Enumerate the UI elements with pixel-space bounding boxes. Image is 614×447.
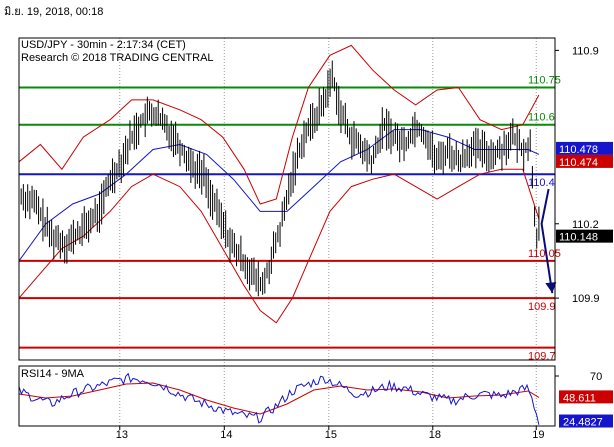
- x-tick-label: 14: [220, 429, 232, 441]
- forecast-arrow: [540, 188, 557, 294]
- price-tag-bg: [556, 141, 613, 155]
- forecast-arrow-line: [540, 188, 554, 294]
- forecast-arrow-head: [545, 282, 557, 294]
- level-label: 110.4: [528, 177, 555, 189]
- rsi-frame: [18, 365, 556, 427]
- y-tick-label: 110.9: [572, 45, 599, 57]
- price-tag-bg: [556, 154, 613, 168]
- rsi-ma-line: [18, 382, 540, 415]
- frame: 110.9 110.2 109.9: [18, 37, 600, 427]
- rsi-title: RSI14 - 9MA: [21, 368, 85, 380]
- price-tag-bg: [556, 229, 613, 243]
- x-tick-label: 19: [532, 429, 544, 441]
- price-tag-label: 110.474: [559, 157, 598, 169]
- y-tick-label: 110.2: [572, 219, 599, 231]
- rsi-tag-label: 24.4827: [563, 417, 603, 429]
- price-tag-label: 110.478: [559, 144, 598, 156]
- rsi-panel: 70 48.611 24.4827: [18, 371, 613, 429]
- level-label: 109.9: [528, 301, 556, 313]
- level-label: 109.7: [528, 351, 556, 363]
- x-axis: 13 14 15 18 19: [116, 426, 544, 441]
- level-lines: 110.75 110.6 110.4 110.05 109.9 109.7: [19, 75, 561, 363]
- main-frame: [18, 37, 556, 361]
- level-label: 110.05: [528, 248, 561, 260]
- timestamp: มิ.ย. 19, 2018, 00:18: [4, 6, 104, 18]
- rsi-tag-bg: [559, 390, 613, 404]
- x-tick-label: 13: [116, 429, 128, 441]
- sma-line: [18, 129, 540, 262]
- rsi-tick-label: 70: [590, 371, 602, 383]
- rsi-line: [18, 372, 540, 425]
- x-tick-label: 18: [429, 429, 441, 441]
- rsi-tag-label: 48.611: [563, 392, 596, 404]
- band-lower-line: [18, 168, 540, 324]
- x-tick-label: 15: [325, 429, 337, 441]
- level-label: 110.6: [528, 112, 555, 124]
- price-tag-label: 110.148: [559, 232, 598, 244]
- level-label: 110.75: [528, 75, 561, 87]
- y-tick-label: 109.9: [572, 293, 600, 305]
- rsi-tag-bg: [559, 414, 613, 428]
- chart-title: USD/JPY - 30min - 2:17:34 (CET): [21, 39, 186, 51]
- chart-subtitle: Research © 2018 TRADING CENTRAL: [21, 52, 214, 64]
- band-upper-line: [18, 44, 540, 205]
